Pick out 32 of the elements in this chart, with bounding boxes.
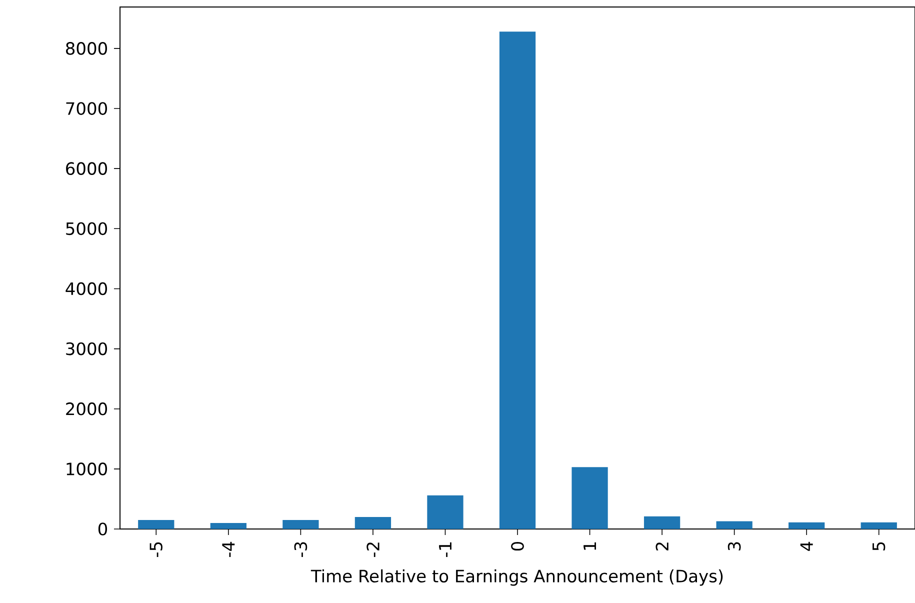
y-tick-label: 7000 xyxy=(66,102,107,115)
bar xyxy=(138,520,174,529)
bar xyxy=(499,32,536,529)
x-axis-title: Time Relative to Earnings Announcement (Days) xyxy=(310,569,723,586)
x-tick-label: -4 xyxy=(222,542,235,557)
bar xyxy=(716,521,752,529)
y-tick-label: 1000 xyxy=(66,462,107,476)
y-tick-label: 4000 xyxy=(66,282,107,296)
bar xyxy=(572,467,608,529)
x-tick-label: 3 xyxy=(728,542,741,550)
y-tick-label: 3000 xyxy=(66,342,107,356)
bar xyxy=(354,516,392,529)
bar xyxy=(644,516,680,529)
bar xyxy=(427,495,464,529)
x-tick-label: -1 xyxy=(439,542,452,557)
y-tick-label: 8000 xyxy=(66,42,107,55)
bar xyxy=(210,522,246,529)
x-tick-label: -5 xyxy=(150,542,162,557)
bar xyxy=(860,522,897,529)
y-tick-label: 6000 xyxy=(66,162,107,176)
y-tick-label: 2000 xyxy=(66,402,107,416)
bar xyxy=(788,522,825,529)
x-tick-label: 1 xyxy=(584,542,596,550)
x-tick-label: 2 xyxy=(656,542,668,550)
x-tick-label: -2 xyxy=(366,542,380,557)
x-tick-label: 0 xyxy=(511,542,524,551)
y-tick-label: 0 xyxy=(98,522,108,536)
y-tick-label: 5000 xyxy=(66,222,107,236)
x-tick-label: -3 xyxy=(294,542,308,557)
x-tick-label: 4 xyxy=(800,542,813,551)
bar xyxy=(282,520,319,529)
x-tick-label: 5 xyxy=(872,542,886,550)
